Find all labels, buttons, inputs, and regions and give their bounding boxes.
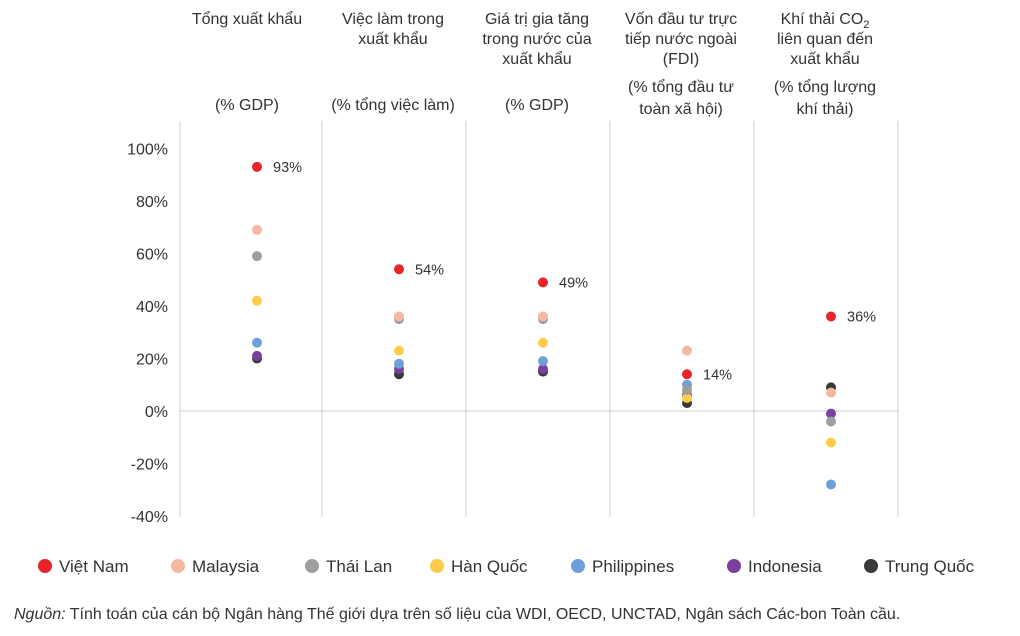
column-unit-line: (% tổng việc làm) xyxy=(331,96,455,114)
data-point xyxy=(538,364,548,374)
data-point xyxy=(826,387,836,398)
y-tick-label: 0% xyxy=(145,404,168,421)
legend-label: Malaysia xyxy=(192,557,260,576)
data-point xyxy=(394,264,404,275)
y-tick-label: 20% xyxy=(136,352,168,369)
data-point xyxy=(252,295,262,306)
data-point xyxy=(682,385,692,395)
subscript: 2 xyxy=(863,19,869,31)
column-title-line: Tổng xuất khẩu xyxy=(192,10,302,28)
data-point xyxy=(252,251,262,262)
y-tick-label: -20% xyxy=(131,457,168,474)
column-unit-line: (% GDP) xyxy=(505,97,569,114)
legend: Việt Nam Malaysia Thái Lan Hàn Quốc Philippi… xyxy=(38,557,975,576)
y-tick-label: -40% xyxy=(131,509,168,526)
legend-label: Trung Quốc xyxy=(885,557,975,576)
legend-label: Việt Nam xyxy=(59,557,129,576)
legend-marker xyxy=(571,559,585,573)
legend-marker xyxy=(727,559,741,573)
column-title-line: trong nước của xyxy=(482,31,591,48)
column-unit-line: (% tổng lượng xyxy=(774,78,876,96)
legend-marker xyxy=(864,559,878,573)
data-point xyxy=(538,311,548,322)
data-point xyxy=(252,224,262,235)
data-label: 54% xyxy=(415,262,444,278)
legend-marker xyxy=(38,559,52,573)
legend-label: Hàn Quốc xyxy=(451,557,528,576)
column-title-line: Khí thải CO2 xyxy=(781,11,870,31)
data-point xyxy=(826,311,836,322)
legend-marker xyxy=(430,559,444,573)
data-point xyxy=(394,311,404,322)
column-titles: Tổng xuất khẩu (% GDP) Việc làm trong xuất … xyxy=(192,10,876,118)
data-point xyxy=(682,345,692,356)
column-unit-line: (% tổng đầu tư xyxy=(628,78,734,96)
data-point xyxy=(538,337,548,348)
column-unit-line: toàn xã hội) xyxy=(639,101,723,118)
legend-label: Thái Lan xyxy=(326,557,392,576)
legend-label: Philippines xyxy=(592,557,674,576)
column-title-line: Giá trị gia tăng xyxy=(485,11,589,28)
legend-marker xyxy=(305,559,319,573)
y-axis: 100% 80% 60% 40% 20% 0% -20% -40% xyxy=(127,142,168,527)
data-point xyxy=(252,337,262,348)
column-title-line: Vốn đầu tư trực xyxy=(625,11,737,28)
y-tick-label: 80% xyxy=(136,194,168,211)
data-point xyxy=(682,369,692,380)
column-title-line: xuất khẩu xyxy=(502,50,571,68)
source-body: Tính toán của cán bộ Ngân hàng Thế giới … xyxy=(65,606,901,623)
data-point xyxy=(826,416,836,427)
column-title-line: xuất khẩu xyxy=(790,50,859,68)
data-point xyxy=(682,392,692,403)
data-label: 14% xyxy=(703,367,732,383)
y-tick-label: 40% xyxy=(136,299,168,316)
data-point xyxy=(394,345,404,356)
source-prefix: Nguồn: xyxy=(14,606,66,623)
column-title-line: tiếp nước ngoài xyxy=(625,31,737,48)
data-point xyxy=(394,358,404,369)
data-point xyxy=(252,350,262,361)
column-unit-line: (% GDP) xyxy=(215,97,279,114)
data-label: 36% xyxy=(847,310,876,326)
data-points: 93% 54% 49% 14% 36% xyxy=(252,160,876,490)
data-label: 49% xyxy=(559,275,588,291)
data-point xyxy=(252,161,262,172)
y-tick-label: 100% xyxy=(127,142,168,159)
legend-marker xyxy=(171,559,185,573)
column-unit-line: khí thải) xyxy=(797,101,854,118)
data-point xyxy=(826,437,836,448)
gridlines xyxy=(179,121,899,517)
source-note: Nguồn: Tính toán của cán bộ Ngân hàng Th… xyxy=(14,606,900,624)
data-point xyxy=(538,356,548,367)
column-title-line: liên quan đến xyxy=(777,31,873,48)
data-point xyxy=(826,408,836,419)
data-point xyxy=(826,479,836,490)
legend-label: Indonesia xyxy=(748,557,822,576)
column-title-line: Việc làm trong xyxy=(342,11,444,28)
y-tick-label: 60% xyxy=(136,247,168,264)
data-label: 93% xyxy=(273,160,302,176)
column-title-line: (FDI) xyxy=(663,51,699,68)
data-point xyxy=(538,277,548,288)
column-title-line: xuất khẩu xyxy=(358,30,427,48)
